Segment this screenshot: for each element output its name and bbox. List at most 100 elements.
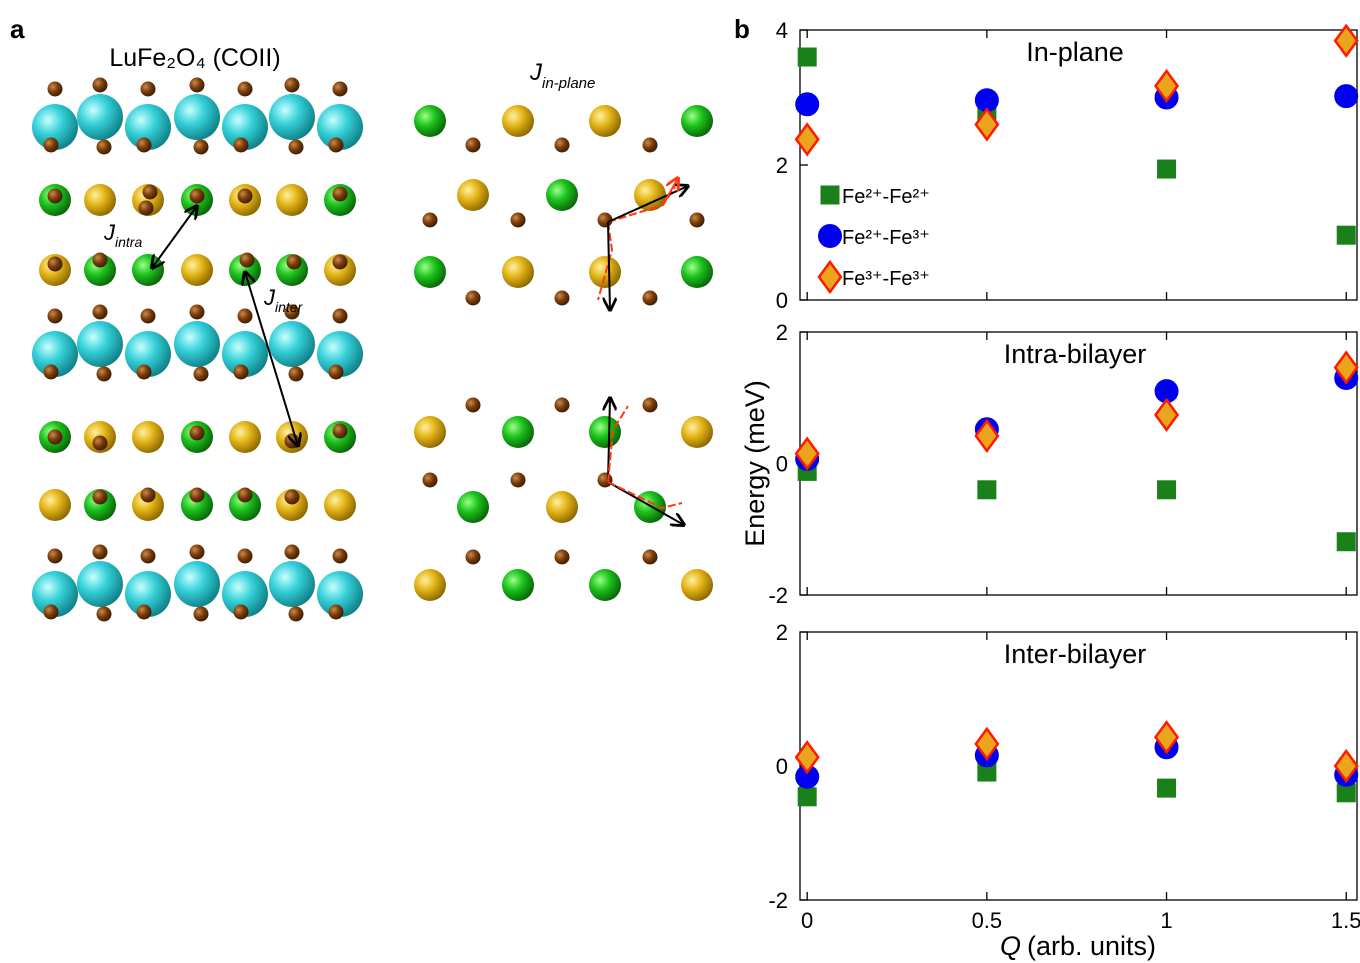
atom: [414, 416, 446, 448]
atom: [289, 607, 304, 622]
atom: [589, 569, 621, 601]
atom: [511, 213, 526, 228]
atom: [423, 213, 438, 228]
atom: [238, 309, 253, 324]
atom: [681, 256, 713, 288]
atom: [93, 78, 108, 93]
atom: [194, 140, 209, 155]
atom: [681, 569, 713, 601]
y-tick-label: 0: [776, 288, 788, 313]
atom: [141, 309, 156, 324]
atom: [457, 491, 489, 523]
atom: [643, 138, 658, 153]
y-tick-label: -2: [768, 583, 788, 608]
y-tick-label: 0: [776, 452, 788, 477]
x-tick-label: 1.5: [1331, 908, 1360, 933]
atom: [466, 398, 481, 413]
atom: [93, 436, 108, 451]
y-tick-label: 0: [776, 754, 788, 779]
atom: [555, 138, 570, 153]
atom: [44, 605, 59, 620]
j-subscript: inter: [275, 299, 304, 315]
marker-diamond: [819, 262, 841, 292]
atom: [181, 254, 213, 286]
marker-square: [1158, 160, 1176, 178]
j-symbol: Jin-plane: [529, 59, 595, 92]
plot-frame: [800, 632, 1357, 900]
atom: [194, 367, 209, 382]
charts: 024In-planeFe²⁺-Fe²⁺Fe²⁺-Fe³⁺Fe³⁺-Fe³⁺-2…: [740, 18, 1360, 961]
atom: [194, 607, 209, 622]
j-subscript: intra: [115, 234, 142, 250]
atom: [77, 561, 123, 607]
atom: [329, 138, 344, 153]
subplot-title: Inter-bilayer: [1004, 639, 1147, 669]
y-tick-label: -2: [768, 888, 788, 913]
atom: [287, 255, 302, 270]
j-letter: J: [529, 59, 543, 86]
atom: [44, 365, 59, 380]
atom: [589, 105, 621, 137]
atom: [190, 545, 205, 560]
atom: [502, 105, 534, 137]
atom: [285, 545, 300, 560]
atom: [234, 365, 249, 380]
atom: [97, 607, 112, 622]
atom: [93, 490, 108, 505]
subplot-title: Intra-bilayer: [1004, 339, 1147, 369]
atom: [690, 213, 705, 228]
y-tick-label: 2: [776, 620, 788, 645]
y-tick-label: 4: [776, 18, 788, 43]
atom: [502, 569, 534, 601]
atom: [466, 550, 481, 565]
atom: [414, 105, 446, 137]
x-tick-label: 0.5: [972, 908, 1003, 933]
atom: [555, 291, 570, 306]
atom: [93, 545, 108, 560]
atom: [234, 605, 249, 620]
atom: [139, 201, 154, 216]
atom: [333, 255, 348, 270]
atom: [190, 305, 205, 320]
atom: [643, 398, 658, 413]
atom: [137, 138, 152, 153]
page: {"panel_labels": ["a", "b"], "structure"…: [0, 0, 1360, 963]
atom: [289, 367, 304, 382]
atom: [39, 489, 71, 521]
atom: [84, 184, 116, 216]
atom: [93, 305, 108, 320]
x-axis-unit: (arb. units): [1027, 931, 1156, 961]
atom: [132, 421, 164, 453]
y-tick-label: 2: [776, 153, 788, 178]
atom: [289, 140, 304, 155]
atom: [333, 424, 348, 439]
atom: [137, 605, 152, 620]
atom: [44, 138, 59, 153]
atom: [643, 550, 658, 565]
x-axis-label: Q(arb. units): [1000, 931, 1156, 961]
legend-label: Fe²⁺-Fe²⁺: [842, 186, 930, 208]
panel-label: a: [10, 14, 25, 44]
marker-square: [798, 788, 816, 806]
plot-frame: [800, 30, 1357, 300]
marker-square: [1337, 226, 1355, 244]
atom: [234, 138, 249, 153]
x-axis-symbol: Q: [1000, 931, 1021, 961]
atom: [466, 138, 481, 153]
atom: [240, 253, 255, 268]
atom: [77, 94, 123, 140]
atom: [48, 82, 63, 97]
atom: [414, 569, 446, 601]
marker-circle: [819, 225, 842, 248]
atom: [681, 416, 713, 448]
atom: [97, 367, 112, 382]
marker-circle: [796, 93, 819, 116]
j-symbol: Jinter: [263, 285, 304, 315]
atom: [457, 179, 489, 211]
marker-square: [1158, 779, 1176, 797]
atom: [423, 473, 438, 488]
marker-circle: [1335, 85, 1358, 108]
atom: [143, 185, 158, 200]
marker-square: [978, 481, 996, 499]
subplot-title: In-plane: [1026, 37, 1124, 67]
